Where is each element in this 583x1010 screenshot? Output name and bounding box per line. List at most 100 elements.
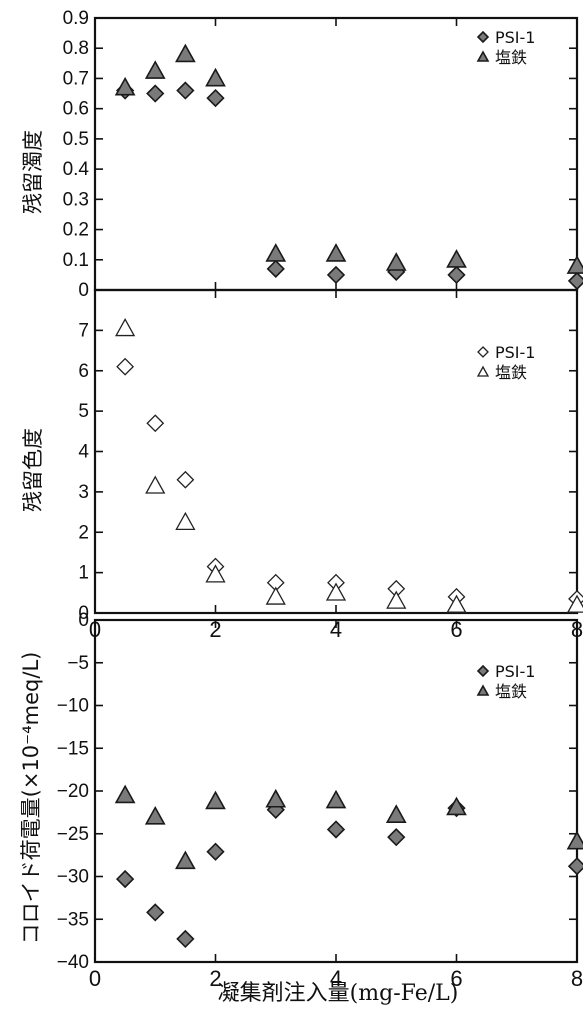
turbidity-panel: 0 0.1 0.2 0.3 0.4 0.5 0.6 0.7 0.8 0.9 PSI-1塩鉄 xyxy=(63,8,583,301)
legend-label-enfe: 塩鉄 xyxy=(495,682,527,701)
data-point-psi1 xyxy=(567,857,583,876)
x-axis-label: 凝集剤注入量(mg-Fe/L) xyxy=(218,981,459,1006)
x-tick-label: 6 xyxy=(450,617,462,642)
x-tick-label: 4 xyxy=(330,966,342,991)
legend-marker-enfe xyxy=(476,50,490,62)
y-tick-label: 1 xyxy=(78,563,89,584)
data-point-enfe xyxy=(566,594,583,613)
legend-label-enfe: 塩鉄 xyxy=(495,48,527,67)
x-tick-label: 6 xyxy=(450,966,462,991)
y-tick-label: −10 xyxy=(57,696,89,717)
data-point-enfe xyxy=(114,76,136,96)
y-tick-label: −25 xyxy=(57,824,89,845)
y-axis-label-colloid-charge: コロイド荷電量(×10⁻⁴meq/L) xyxy=(19,652,43,945)
y-tick-label: 0 xyxy=(78,610,89,631)
y-axis-label-turbidity: 残留濁度 xyxy=(21,130,45,214)
legend-label-enfe: 塩鉄 xyxy=(495,363,527,382)
y-tick-label: 4 xyxy=(78,442,89,463)
y-tick-label: 0.9 xyxy=(63,8,89,29)
data-point-enfe xyxy=(446,594,467,613)
data-point-enfe xyxy=(325,243,347,262)
y-tick-label: −5 xyxy=(67,653,89,674)
data-point-enfe xyxy=(114,784,136,804)
legend-label-psi1: PSI-1 xyxy=(495,343,535,362)
legend-marker-enfe xyxy=(476,365,490,377)
legend-marker-psi1 xyxy=(476,664,490,678)
y-tick-label: 0.4 xyxy=(63,159,90,180)
data-point-enfe xyxy=(144,60,166,79)
y-tick-label: 0.5 xyxy=(63,129,89,150)
data-point-enfe xyxy=(175,511,196,531)
data-point-enfe xyxy=(446,796,467,816)
data-point-enfe xyxy=(175,850,196,870)
data-point-enfe xyxy=(265,243,287,262)
data-point-enfe xyxy=(205,564,226,583)
y-tick-label: 0.3 xyxy=(63,189,89,210)
data-point-enfe xyxy=(265,788,287,808)
data-point-psi1 xyxy=(176,81,195,100)
data-point-psi1 xyxy=(146,84,165,103)
data-point-psi1 xyxy=(146,903,165,922)
y-tick-label: 0.7 xyxy=(63,68,89,89)
y-tick-label: 6 xyxy=(78,361,89,382)
data-point-psi1 xyxy=(447,265,466,285)
x-tick-label: 4 xyxy=(330,617,342,642)
x-tick-label: 8 xyxy=(571,966,583,991)
data-point-enfe xyxy=(205,790,226,810)
data-point-psi1 xyxy=(567,271,583,291)
data-point-enfe xyxy=(325,582,347,601)
data-point-enfe xyxy=(385,804,407,823)
y-tick-label: −30 xyxy=(57,867,89,888)
y-tick-label: 0.6 xyxy=(63,99,89,120)
x-tick-label: 2 xyxy=(209,966,221,991)
data-point-enfe xyxy=(385,252,407,271)
data-point-enfe xyxy=(386,590,407,609)
data-point-psi1 xyxy=(326,820,346,839)
y-tick-label: 5 xyxy=(78,401,89,422)
plot-frame xyxy=(93,288,579,615)
x-tick-label: 0 xyxy=(89,966,101,991)
legend-marker-psi1 xyxy=(477,346,489,358)
data-point-enfe xyxy=(446,249,467,268)
data-point-psi1 xyxy=(146,414,165,433)
data-point-enfe xyxy=(144,806,166,825)
y-tick-label: −15 xyxy=(57,738,89,759)
y-tick-label: 2 xyxy=(78,522,89,543)
data-point-enfe xyxy=(175,43,196,63)
data-point-enfe xyxy=(265,586,286,605)
data-point-psi1 xyxy=(176,929,195,949)
data-point-psi1 xyxy=(387,828,406,847)
data-point-psi1 xyxy=(176,470,195,489)
data-point-psi1 xyxy=(115,869,135,889)
x-tick-label: 2 xyxy=(209,617,221,642)
y-tick-label: 0 xyxy=(78,603,89,624)
y-tick-label: −35 xyxy=(57,909,89,930)
data-point-enfe xyxy=(205,67,226,87)
data-point-enfe xyxy=(566,255,583,274)
data-point-psi1 xyxy=(116,357,135,376)
y-tick-label: 0.8 xyxy=(63,38,89,59)
data-point-psi1 xyxy=(206,842,225,861)
data-point-enfe xyxy=(145,475,166,494)
data-point-enfe xyxy=(325,789,347,809)
data-point-enfe xyxy=(115,318,136,337)
data-point-psi1 xyxy=(326,265,346,285)
y-axis-label-color: 残留色度 xyxy=(21,428,45,512)
legend-label-psi1: PSI-1 xyxy=(495,28,535,47)
data-point-psi1 xyxy=(266,259,285,278)
y-tick-label: 0.1 xyxy=(63,250,89,271)
legend-marker-psi1 xyxy=(476,30,490,44)
y-tick-label: −40 xyxy=(57,952,89,973)
y-tick-label: 0 xyxy=(78,280,89,301)
data-point-psi1 xyxy=(206,88,225,108)
y-tick-label: 7 xyxy=(78,320,89,341)
y-tick-label: 0.2 xyxy=(63,220,89,241)
legend-marker-enfe xyxy=(476,684,490,696)
legend-label-psi1: PSI-1 xyxy=(495,662,535,681)
y-tick-label: −20 xyxy=(57,781,89,802)
data-point-enfe xyxy=(566,830,583,850)
y-tick-label: 3 xyxy=(78,482,89,503)
